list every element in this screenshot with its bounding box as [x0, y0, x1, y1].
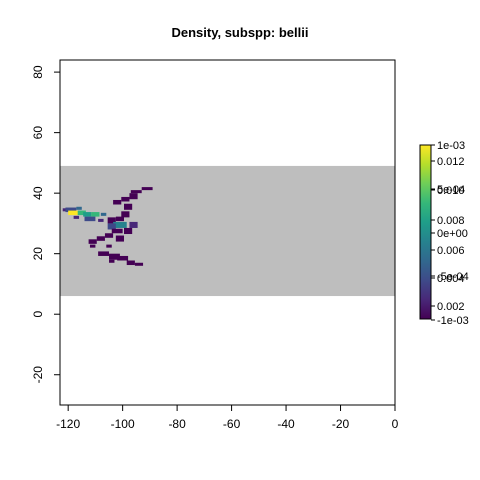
density-cell — [129, 193, 138, 200]
density-cell — [129, 221, 138, 228]
density-cell — [107, 217, 116, 224]
x-tick-label: -120 — [56, 417, 80, 431]
background-band — [60, 165, 395, 297]
y-tick-label: 60 — [31, 126, 45, 140]
density-cell — [98, 251, 110, 256]
colorbar-tick-label: 0.006 — [437, 245, 465, 257]
density-cell — [88, 239, 97, 244]
plot-frame — [59, 59, 396, 406]
x-tick-label: -80 — [168, 417, 186, 431]
density-cell — [98, 218, 104, 222]
density-cell — [130, 190, 142, 194]
density-cell — [107, 223, 116, 230]
colorbar-tick-label: 0e+00 — [437, 228, 468, 240]
density-cells — [62, 187, 153, 266]
plot-area — [59, 59, 396, 406]
density-cell — [113, 221, 127, 228]
density-cell — [109, 253, 120, 260]
density-cell — [96, 236, 105, 241]
colorbar-tick-label: 0.012 — [437, 156, 465, 168]
density-cell — [65, 207, 77, 213]
density-cell — [104, 233, 114, 238]
y-tick-label: 0 — [31, 311, 45, 318]
y-tick-label: -20 — [31, 366, 45, 384]
x-tick-label: -20 — [332, 417, 350, 431]
colorbar-tick-label: 0.008 — [437, 215, 465, 227]
x-tick-label: -100 — [111, 417, 135, 431]
density-cell — [83, 212, 92, 217]
density-cell — [124, 227, 133, 235]
density-cell — [76, 206, 82, 210]
density-cell — [121, 196, 130, 202]
density-cell — [89, 244, 96, 248]
y-tick-label: 40 — [31, 186, 45, 200]
density-cell — [73, 215, 80, 219]
colorbar — [419, 144, 432, 320]
density-cell — [111, 228, 123, 234]
density-cell — [106, 244, 112, 248]
colorbar-tick-label: 0.002 — [437, 301, 465, 313]
x-axis: -120 -100 -80 -60 -40 -20 0 — [56, 405, 399, 431]
density-cell — [113, 199, 122, 205]
density-cell — [77, 210, 86, 216]
density-cell — [68, 210, 80, 216]
density-cell — [126, 260, 135, 266]
density-cell — [91, 212, 100, 217]
density-cell — [117, 255, 129, 261]
colorbar-tick-label: 0.004 — [437, 273, 465, 285]
density-cell — [121, 211, 130, 218]
density-cell — [124, 203, 133, 210]
colorbar-tick-label: 1e-03 — [437, 140, 465, 152]
density-cell — [100, 212, 107, 216]
x-tick-label: -40 — [277, 417, 295, 431]
colorbar-tick-label: 5e-04 — [437, 184, 465, 196]
x-tick-label: -60 — [223, 417, 241, 431]
colorbar-tick-label: -5e-04 — [437, 271, 469, 283]
density-cell — [84, 216, 96, 222]
density-cell — [141, 187, 153, 191]
y-tick-label: 20 — [31, 247, 45, 261]
y-axis: -20 0 20 40 60 80 — [31, 65, 60, 383]
density-cell — [115, 216, 125, 222]
y-tick-label: 80 — [31, 65, 45, 79]
density-cell — [134, 262, 144, 266]
x-tick-label: 0 — [392, 417, 399, 431]
chart-title: Density, subspp: bellii — [171, 25, 308, 40]
colorbar-tick-label: 0.010 — [437, 185, 465, 197]
density-cell — [109, 259, 115, 263]
colorbar-tick-label: -1e-03 — [437, 315, 469, 327]
density-cell — [115, 235, 125, 242]
